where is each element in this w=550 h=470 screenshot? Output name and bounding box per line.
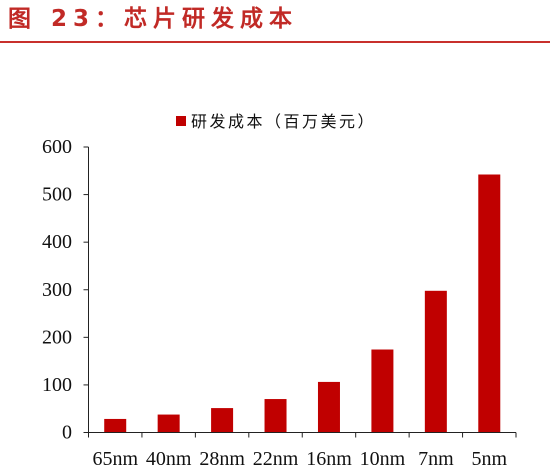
y-tick-label: 100 — [42, 374, 72, 396]
y-tick-label: 0 — [62, 422, 72, 444]
bar-7nm — [424, 290, 447, 433]
legend: 研发成本（百万美元） — [176, 112, 376, 131]
x-tick-label: 40nm — [146, 448, 192, 470]
y-tick-label: 500 — [42, 184, 72, 206]
x-tick-label: 5nm — [472, 448, 508, 470]
y-tick-label: 300 — [42, 279, 72, 301]
y-tick-label: 200 — [42, 326, 72, 348]
legend-label: 研发成本（百万美元） — [191, 112, 376, 131]
x-tick-label: 16nm — [306, 448, 352, 470]
bar-5nm — [478, 174, 501, 433]
figure-caption: 图 23：芯片研发成本 — [8, 6, 299, 32]
x-tick-label: 65nm — [92, 448, 138, 470]
caption-rule — [0, 41, 550, 43]
bar-40nm — [157, 414, 180, 433]
x-tick-label: 7nm — [418, 448, 454, 470]
bar-16nm — [317, 381, 340, 433]
x-tick-label: 10nm — [360, 448, 406, 470]
legend-swatch — [176, 116, 186, 126]
bar-65nm — [104, 418, 127, 433]
bar-22nm — [264, 399, 287, 433]
y-tick-label: 400 — [42, 231, 72, 253]
x-tick-label: 22nm — [253, 448, 299, 470]
bar-28nm — [211, 408, 234, 433]
x-tick-label: 28nm — [199, 448, 245, 470]
bar-10nm — [371, 349, 394, 433]
y-tick-label: 600 — [42, 136, 72, 158]
plot-area: 0 100 200 300 400 500 600 65nm 40nm 28nm 22nm 16nm 1… — [42, 136, 517, 470]
